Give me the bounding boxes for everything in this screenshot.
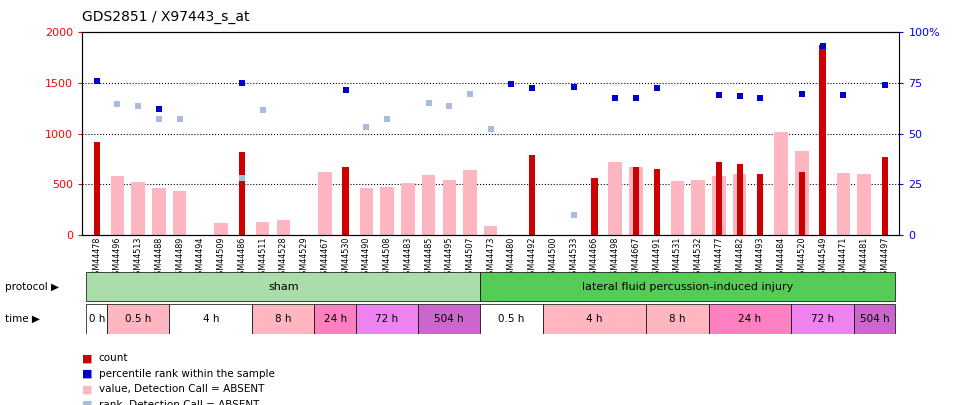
Bar <box>318 172 332 235</box>
Text: percentile rank within the sample: percentile rank within the sample <box>99 369 275 379</box>
Bar <box>799 172 805 235</box>
Text: ■: ■ <box>82 354 93 363</box>
Bar <box>691 180 705 235</box>
Bar <box>712 176 725 235</box>
Bar <box>215 223 228 235</box>
Text: 504 h: 504 h <box>860 314 890 324</box>
Text: 72 h: 72 h <box>375 314 398 324</box>
Text: count: count <box>99 354 129 363</box>
Text: 0.5 h: 0.5 h <box>125 314 152 324</box>
Bar <box>819 45 826 235</box>
Text: GDS2851 / X97443_s_at: GDS2851 / X97443_s_at <box>82 10 249 24</box>
Bar <box>443 180 456 235</box>
Bar <box>132 182 145 235</box>
Bar <box>757 174 764 235</box>
Bar <box>356 305 418 334</box>
Bar <box>86 272 481 301</box>
Bar <box>152 188 165 235</box>
Text: 0.5 h: 0.5 h <box>498 314 525 324</box>
Bar <box>380 187 394 235</box>
Text: ■: ■ <box>82 384 93 394</box>
Bar <box>882 157 888 235</box>
Bar <box>791 305 854 334</box>
Bar <box>484 226 497 235</box>
Bar <box>173 192 187 235</box>
Bar <box>463 170 477 235</box>
Bar <box>94 142 100 235</box>
Text: sham: sham <box>268 281 299 292</box>
Text: 24 h: 24 h <box>739 314 762 324</box>
Bar <box>169 305 252 334</box>
Bar <box>646 305 709 334</box>
Bar <box>481 272 895 301</box>
Bar <box>86 305 107 334</box>
Bar <box>854 305 895 334</box>
Text: 504 h: 504 h <box>434 314 464 324</box>
Bar <box>418 305 481 334</box>
Bar <box>632 167 639 235</box>
Bar <box>401 183 415 235</box>
Bar <box>110 176 124 235</box>
Bar <box>342 167 349 235</box>
Bar <box>836 173 850 235</box>
Text: 8 h: 8 h <box>669 314 686 324</box>
Bar <box>654 169 659 235</box>
Bar <box>360 188 373 235</box>
Bar <box>107 305 169 334</box>
Bar <box>608 162 622 235</box>
Text: 4 h: 4 h <box>586 314 602 324</box>
Text: ■: ■ <box>82 369 93 379</box>
Text: value, Detection Call = ABSENT: value, Detection Call = ABSENT <box>99 384 264 394</box>
Bar <box>592 178 598 235</box>
Text: 8 h: 8 h <box>276 314 292 324</box>
Bar <box>709 305 791 334</box>
Bar <box>858 174 871 235</box>
Bar <box>716 162 722 235</box>
Text: 72 h: 72 h <box>811 314 835 324</box>
Bar <box>795 151 808 235</box>
Bar <box>737 164 743 235</box>
Text: rank, Detection Call = ABSENT: rank, Detection Call = ABSENT <box>99 400 259 405</box>
Bar <box>277 220 290 235</box>
Bar <box>481 305 542 334</box>
Text: 24 h: 24 h <box>324 314 347 324</box>
Bar <box>733 174 747 235</box>
Bar <box>256 222 270 235</box>
Bar <box>239 152 245 235</box>
Text: 0 h: 0 h <box>89 314 104 324</box>
Text: 4 h: 4 h <box>202 314 220 324</box>
Bar <box>671 181 684 235</box>
Bar <box>252 305 314 334</box>
Text: protocol ▶: protocol ▶ <box>5 281 59 292</box>
Text: time ▶: time ▶ <box>5 314 40 324</box>
Bar <box>529 155 536 235</box>
Bar <box>314 305 356 334</box>
Text: ■: ■ <box>82 400 93 405</box>
Bar <box>422 175 435 235</box>
Bar <box>775 132 788 235</box>
Bar <box>542 305 646 334</box>
Bar <box>630 167 643 235</box>
Text: lateral fluid percussion-induced injury: lateral fluid percussion-induced injury <box>582 281 793 292</box>
